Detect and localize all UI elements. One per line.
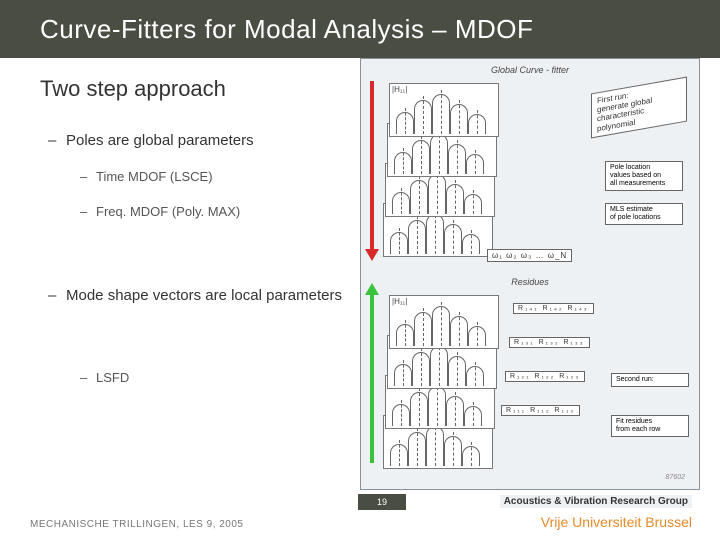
figure-panel: Global Curve - fitter |H₁₄||H₁₃||H₁₂||H₁… [360,58,700,490]
research-group-label: Acoustics & Vibration Research Group [500,495,692,508]
figure-bot-caption: Residues [511,277,549,287]
frf-pane-label: |H₁₁| [392,85,407,94]
course-label: MECHANISCHE TRILLINGEN, LES 9, 2005 [30,519,244,530]
residue-matrix: R₁₄₁ R₁₄₂ R₁₄₃ R₁₃₁ R₁₃₂ R₁₃₃ R₁₂₁ R₁₂₂ R₁… [501,303,611,453]
residue-row: R₁₄₁ R₁₄₂ R₁₄₃ [513,303,594,314]
frf-stack-top: |H₁₄||H₁₃||H₁₂||H₁₁| [383,83,495,263]
omega-row: ω₁ ω₂ ω₃ … ω_N [487,249,572,262]
page-title: Curve-Fitters for Modal Analysis – MDOF [40,14,533,45]
figure-bottom: Residues |H₁₄||H₁₃||H₁₂||H₁₁| R₁₄₁ R₁₄₂ … [367,275,693,483]
page-number-badge: 19 [358,494,406,510]
figure-top: Global Curve - fitter |H₁₄||H₁₃||H₁₂||H₁… [367,63,693,271]
frf-pane: |H₁₁| [389,295,499,349]
figure-code: 87602 [666,474,685,481]
content-area: Two step approach Poles are global param… [0,58,720,490]
frf-pane-label: |H₁₁| [392,297,407,306]
box-mls-estimate: MLS estimateof pole locations [605,203,683,225]
frf-pane: |H₁₁| [389,83,499,137]
residue-row: R₁₁₁ R₁₁₂ R₁₁₃ [501,405,580,416]
university-label: Vrije Universiteit Brussel [541,514,692,530]
green-arrow-icon [367,283,377,473]
residue-row: R₁₂₁ R₁₂₂ R₁₂₃ [505,371,585,382]
footer: 19 Acoustics & Vibration Research Group … [0,490,720,540]
box-first-run: First run:generate globalcharacteristicp… [591,77,687,139]
frf-stack-bot: |H₁₄||H₁₃||H₁₂||H₁₁| [383,295,495,475]
title-bar: Curve-Fitters for Modal Analysis – MDOF [0,0,720,58]
box-second-run: Second run: [611,373,689,387]
box-pole-location: Pole locationvalues based onall measurem… [605,161,683,191]
red-arrow-icon [367,71,377,261]
figure-top-caption: Global Curve - fitter [491,65,569,75]
box-fit-residues: Fit residuesfrom each row [611,415,689,437]
residue-row: R₁₃₁ R₁₃₂ R₁₃₃ [509,337,590,348]
